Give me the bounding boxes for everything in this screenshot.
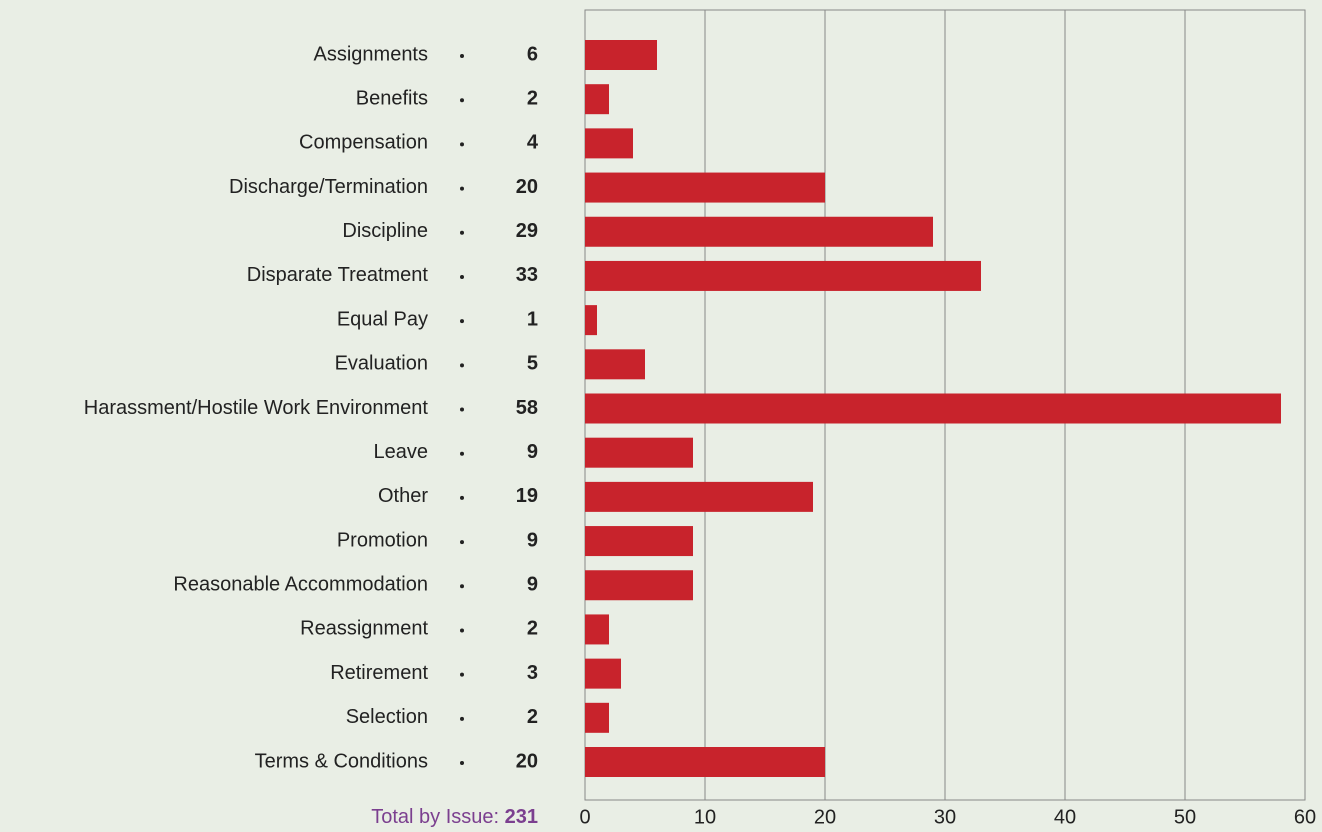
category-label: Leave <box>374 441 429 463</box>
bullet <box>460 451 464 456</box>
bullet <box>460 584 464 589</box>
value-label: 9 <box>527 441 538 463</box>
value-label: 4 <box>527 132 539 154</box>
category-label: Retirement <box>330 662 428 684</box>
value-label: 58 <box>516 397 538 419</box>
bar <box>585 84 609 115</box>
value-label: 29 <box>516 220 538 242</box>
bar <box>585 481 813 512</box>
value-label: 5 <box>527 353 538 375</box>
bar <box>585 526 693 557</box>
value-label: 19 <box>516 485 538 507</box>
bar <box>585 702 609 733</box>
bar <box>585 349 645 380</box>
bullet <box>460 363 464 368</box>
bar <box>585 216 933 247</box>
bullet <box>460 716 464 721</box>
bar <box>585 393 1281 424</box>
value-label: 6 <box>527 43 538 65</box>
value-label: 1 <box>527 308 538 330</box>
bar <box>585 437 693 468</box>
category-label: Discharge/Termination <box>229 176 428 198</box>
value-label: 2 <box>527 87 538 109</box>
category-label: Reasonable Accommodation <box>173 574 428 596</box>
value-label: 2 <box>527 618 538 640</box>
category-label: Selection <box>346 706 428 728</box>
category-label: Discipline <box>342 220 428 242</box>
bullet <box>460 628 464 633</box>
bullet <box>460 672 464 677</box>
category-label: Compensation <box>299 132 428 154</box>
category-label: Other <box>378 485 428 507</box>
bullet <box>460 54 464 58</box>
bullet <box>460 142 464 147</box>
x-tick-label: 30 <box>934 806 956 828</box>
category-label: Equal Pay <box>337 308 428 330</box>
category-label: Terms & Conditions <box>255 750 428 772</box>
bullet <box>460 407 464 412</box>
bullet <box>460 761 464 765</box>
value-label: 20 <box>516 176 538 198</box>
bar <box>585 658 621 689</box>
total-value: 231 <box>505 806 538 828</box>
bullet <box>460 186 464 191</box>
bullet <box>460 230 464 235</box>
category-label: Promotion <box>337 529 428 551</box>
category-label: Harassment/Hostile Work Environment <box>84 397 429 419</box>
bar <box>585 128 633 159</box>
value-label: 3 <box>527 662 538 684</box>
value-label: 9 <box>527 574 538 596</box>
x-tick-label: 40 <box>1054 806 1076 828</box>
category-label: Reassignment <box>300 618 428 640</box>
value-label: 2 <box>527 706 538 728</box>
category-label: Benefits <box>356 87 428 109</box>
bar <box>585 172 825 203</box>
x-tick-label: 20 <box>814 806 836 828</box>
bullet <box>460 274 464 279</box>
bar <box>585 570 693 601</box>
total: Total by Issue: 231 <box>371 806 538 828</box>
category-label: Assignments <box>314 43 429 65</box>
bar <box>585 747 825 777</box>
bar <box>585 305 597 336</box>
x-tick-label: 60 <box>1294 806 1316 828</box>
value-label: 33 <box>516 264 538 286</box>
bar <box>585 614 609 645</box>
bullet <box>460 540 464 545</box>
total-label: Total by Issue: <box>371 806 499 828</box>
bullet <box>460 495 464 500</box>
value-label: 20 <box>516 750 538 772</box>
value-label: 9 <box>527 529 538 551</box>
bullet <box>460 319 464 324</box>
bar <box>585 40 657 70</box>
category-label: Disparate Treatment <box>247 264 429 286</box>
bar <box>585 260 981 291</box>
category-label: Evaluation <box>335 353 428 375</box>
x-tick-label: 50 <box>1174 806 1196 828</box>
x-tick-label: 10 <box>694 806 716 828</box>
bullet <box>460 98 464 103</box>
x-tick-label: 0 <box>579 806 590 828</box>
